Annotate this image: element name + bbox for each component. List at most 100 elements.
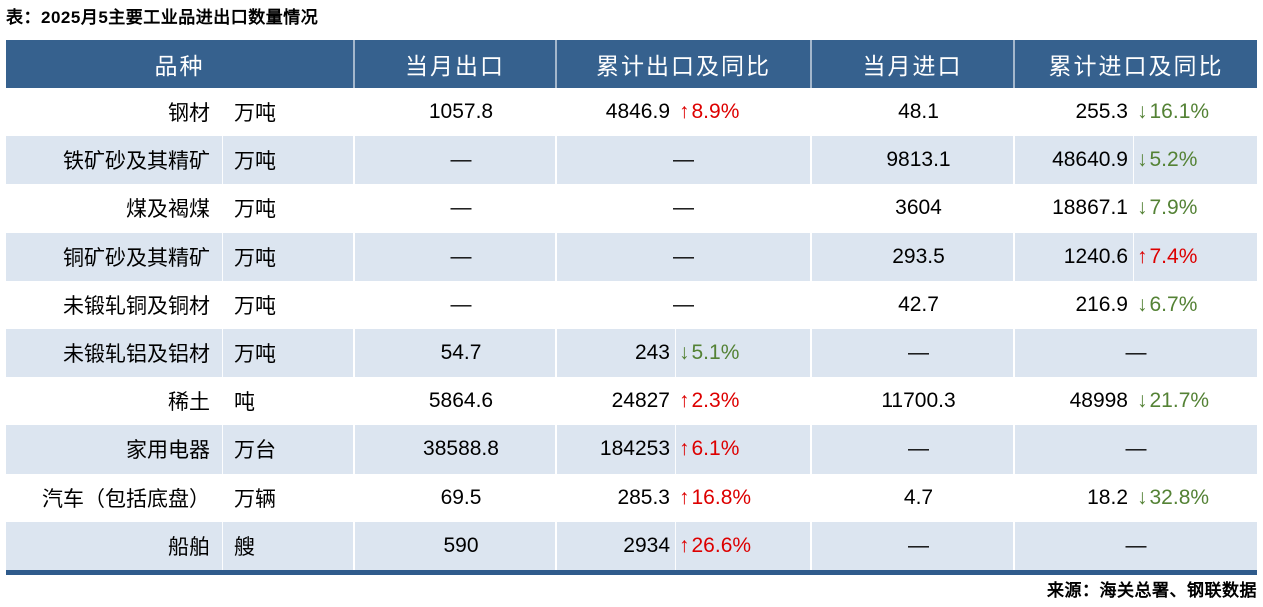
table-title: 表：2025月5主要工业品进出口数量情况: [6, 8, 319, 27]
cell-month-import: 293.5: [810, 232, 1013, 281]
yoy-percent: 5.1%: [691, 341, 740, 365]
cell-month-import: 42.7: [810, 280, 1013, 329]
up-arrow-icon: ↑: [1137, 244, 1148, 268]
table-row: 铁矿砂及其精矿 万吨 — —9813.1 48640.9 ↓ 5.2%: [6, 136, 1257, 185]
yoy-percent: 6.1%: [691, 437, 740, 461]
table-row: 稀土吨 5864.6 24827 ↑ 2.3% 11700.3 48998 ↓ 21.7%: [6, 377, 1257, 426]
down-arrow-icon: ↓: [1137, 292, 1148, 316]
cell-month-import: 3604: [810, 184, 1013, 233]
cell-month-export: —: [353, 136, 555, 185]
cell-unit: 吨: [222, 377, 353, 426]
cell-month-import: —: [810, 328, 1013, 378]
cell-unit: 万吨: [222, 88, 353, 137]
cell-cum-export-value: 4846.9: [555, 88, 675, 137]
cell-cum-import-yoy: ↓ 5.2%: [1133, 136, 1257, 185]
cell-product-name: 汽车（包括底盘）: [42, 487, 210, 511]
cell-cum-import: —: [1013, 425, 1257, 474]
cell-unit: 万吨: [222, 328, 353, 378]
cell-product-name: 钢材: [168, 102, 210, 126]
down-arrow-icon: ↓: [1137, 485, 1148, 509]
cell-month-import: 4.7: [810, 473, 1013, 522]
cell-cum-export-yoy: ↑ 16.8%: [675, 473, 810, 522]
yoy-percent: 21.7%: [1149, 389, 1210, 413]
up-arrow-icon: ↑: [679, 100, 690, 124]
cell-unit: 万辆: [222, 473, 353, 522]
cell-product-name: 煤及褐煤: [126, 198, 210, 222]
cell-cum-export-value: 2934: [555, 521, 675, 570]
cell-unit: 万台: [222, 425, 353, 474]
cell-cum-import-yoy: ↓ 16.1%: [1133, 88, 1257, 137]
yoy-percent: 2.3%: [691, 389, 740, 413]
cell-unit: 万吨: [222, 280, 353, 329]
cell-cum-import-value: 255.3: [1013, 88, 1133, 137]
cell-month-import: —: [810, 425, 1013, 474]
cell-product-name: 铜矿砂及其精矿: [63, 246, 210, 270]
cell-cum-export-yoy: ↑ 2.3%: [675, 377, 810, 426]
cell-product-name: 船舶: [168, 535, 210, 559]
cell-month-export: —: [353, 184, 555, 233]
cell-cum-import: —: [1013, 328, 1257, 378]
table-row: 未锻轧铝及铝材 万吨 54.7 243 ↓ 5.1% — —: [6, 328, 1257, 378]
cell-product-name: 铁矿砂及其精矿: [63, 150, 210, 174]
header-cum-import: 累计进口及同比: [1013, 40, 1257, 88]
yoy-percent: 26.6%: [691, 533, 752, 557]
yoy-percent: 7.9%: [1149, 196, 1198, 220]
table-row: 船舶艘 590 2934 ↑ 26.6% — —: [6, 521, 1257, 570]
cell-cum-import: —: [1013, 521, 1257, 570]
cell-cum-import-yoy: ↓ 6.7%: [1133, 280, 1257, 329]
cell-month-export: 54.7: [353, 328, 555, 378]
header-month-import: 当月进口: [810, 40, 1013, 88]
down-arrow-icon: ↓: [1137, 148, 1148, 172]
cell-cum-export-yoy: ↑ 8.9%: [675, 88, 810, 137]
up-arrow-icon: ↑: [679, 485, 690, 509]
cell-cum-export-value: 184253: [555, 425, 675, 474]
cell-cum-export: —: [555, 280, 810, 329]
cell-product-name: 家用电器: [126, 439, 210, 463]
up-arrow-icon: ↑: [679, 533, 690, 557]
cell-cum-import-value: 48998: [1013, 377, 1133, 426]
yoy-percent: 6.7%: [1149, 292, 1198, 316]
cell-cum-export-yoy: ↓ 5.1%: [675, 328, 810, 378]
cell-cum-import-yoy: ↓ 7.9%: [1133, 184, 1257, 233]
cell-month-import: 48.1: [810, 88, 1013, 137]
table-row: 家用电器 万台 38588.8 184253 ↑ 6.1% — —: [6, 425, 1257, 474]
up-arrow-icon: ↑: [679, 437, 690, 461]
cell-cum-import-yoy: ↓ 21.7%: [1133, 377, 1257, 426]
cell-cum-export: —: [555, 184, 810, 233]
cell-month-export: —: [353, 280, 555, 329]
cell-cum-import-value: 48640.9: [1013, 136, 1133, 185]
header-cum-export: 累计出口及同比: [555, 40, 810, 88]
import-export-table: 品种 当月出口 累计出口及同比 当月进口 累计进口及同比 钢材 万吨 1057.8 4846.…: [6, 40, 1257, 575]
yoy-percent: 7.4%: [1149, 244, 1198, 268]
cell-unit: 万吨: [222, 136, 353, 185]
source-note: 来源：海关总署、钢联数据: [1047, 581, 1257, 600]
yoy-percent: 16.8%: [691, 485, 752, 509]
cell-cum-export: —: [555, 232, 810, 281]
up-arrow-icon: ↑: [679, 389, 690, 413]
cell-cum-export-value: 243: [555, 328, 675, 378]
cell-cum-import-value: 216.9: [1013, 280, 1133, 329]
yoy-percent: 32.8%: [1149, 485, 1210, 509]
cell-month-export: 590: [353, 521, 555, 570]
cell-cum-import-value: 18.2: [1013, 473, 1133, 522]
cell-cum-export: —: [555, 136, 810, 185]
down-arrow-icon: ↓: [679, 341, 690, 365]
cell-cum-import-yoy: ↓ 32.8%: [1133, 473, 1257, 522]
cell-month-export: 38588.8: [353, 425, 555, 474]
cell-unit: 艘: [222, 521, 353, 570]
cell-cum-export-yoy: ↑ 6.1%: [675, 425, 810, 474]
header-product: 品种: [154, 54, 205, 79]
cell-cum-export-value: 24827: [555, 377, 675, 426]
cell-product-name: 未锻轧铜及铜材: [63, 294, 210, 318]
cell-cum-export-yoy: ↑ 26.6%: [675, 521, 810, 570]
cell-cum-import-yoy: ↑ 7.4%: [1133, 232, 1257, 281]
cell-unit: 万吨: [222, 184, 353, 233]
cell-cum-import-value: 18867.1: [1013, 184, 1133, 233]
cell-cum-export-value: 285.3: [555, 473, 675, 522]
header-month-export: 当月出口: [353, 40, 555, 88]
cell-product-name: 未锻轧铝及铝材: [63, 343, 210, 367]
yoy-percent: 5.2%: [1149, 148, 1198, 172]
cell-month-export: 69.5: [353, 473, 555, 522]
yoy-percent: 16.1%: [1149, 100, 1210, 124]
